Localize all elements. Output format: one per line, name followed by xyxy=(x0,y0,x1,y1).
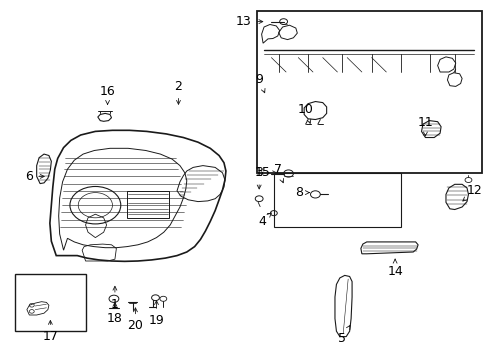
Text: 13: 13 xyxy=(236,15,262,28)
Text: 9: 9 xyxy=(255,73,264,93)
Text: 11: 11 xyxy=(417,116,432,136)
Text: 5: 5 xyxy=(338,325,349,345)
Text: 7: 7 xyxy=(273,163,283,183)
Text: 10: 10 xyxy=(297,103,313,123)
Bar xyxy=(127,191,168,218)
Text: 1: 1 xyxy=(111,286,119,311)
Bar xyxy=(15,274,85,331)
Text: 6: 6 xyxy=(25,170,44,183)
Text: 18: 18 xyxy=(107,302,122,325)
Text: 20: 20 xyxy=(127,308,143,332)
Text: 17: 17 xyxy=(42,320,58,343)
Text: 14: 14 xyxy=(386,259,402,278)
Text: 3: 3 xyxy=(255,166,263,189)
Bar xyxy=(256,11,481,173)
Text: 4: 4 xyxy=(258,213,271,228)
Text: 15: 15 xyxy=(254,166,276,179)
Text: 19: 19 xyxy=(148,301,164,327)
Bar xyxy=(273,173,400,227)
Text: 16: 16 xyxy=(100,85,115,104)
Text: 12: 12 xyxy=(462,184,482,201)
Text: 2: 2 xyxy=(174,80,182,104)
Text: 8: 8 xyxy=(295,186,309,199)
